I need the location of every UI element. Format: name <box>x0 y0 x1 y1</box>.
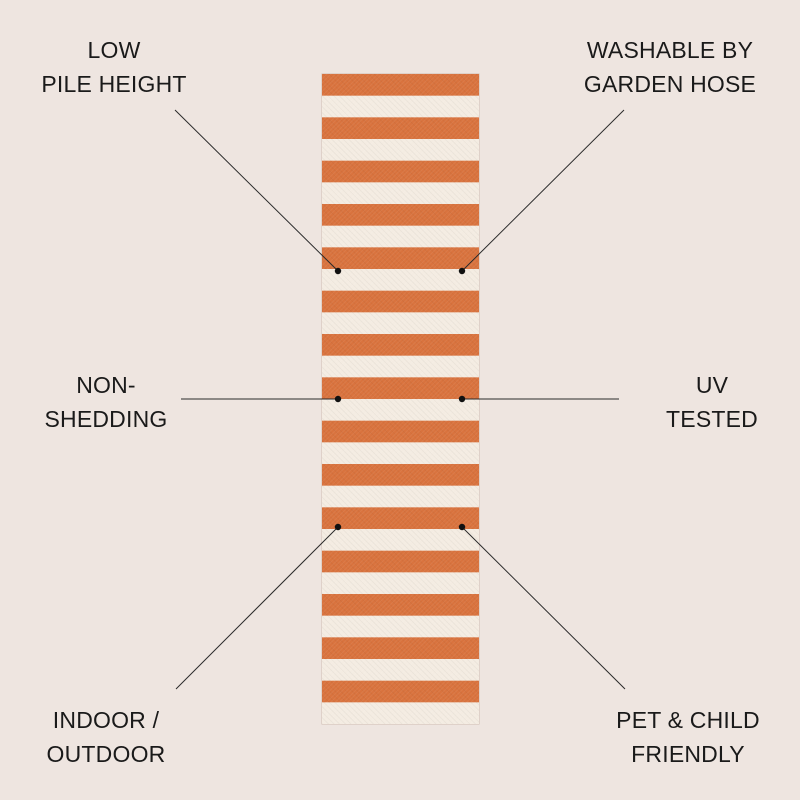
leader-line-indoor-outdoor <box>175 526 339 690</box>
rug-stripe-cream <box>322 269 479 292</box>
feature-label-line: PET & CHILD <box>616 707 760 733</box>
rug-stripe-orange <box>322 420 479 443</box>
rug-stripe-cream <box>322 485 479 508</box>
feature-label-non-shedding: NON- SHEDDING <box>38 368 174 436</box>
rug-stripe-cream <box>322 182 479 205</box>
feature-label-line: TESTED <box>666 406 758 432</box>
leader-line-washable <box>461 109 625 272</box>
rug-stripe-orange <box>322 204 479 227</box>
rug-stripe-orange <box>322 550 479 573</box>
rug-stripe-cream <box>322 95 479 118</box>
feature-label-line: SHEDDING <box>44 406 168 432</box>
rug-stripe-cream <box>322 702 479 724</box>
rug-stripe-cream <box>322 615 479 638</box>
feature-label-line: PILE HEIGHT <box>41 71 187 97</box>
feature-label-line: UV <box>695 372 729 398</box>
rug-stripe-orange <box>322 507 479 530</box>
rug-stripe-orange <box>322 594 479 617</box>
rug-stripe-orange <box>322 74 479 97</box>
leader-line-low-pile <box>174 109 339 272</box>
rug-stripe-cream <box>322 399 479 422</box>
feature-label-pet-child: PET & CHILD FRIENDLY <box>612 703 764 771</box>
rug-stripe-cream <box>322 312 479 335</box>
rug-stripe-orange <box>322 637 479 660</box>
leader-line-pet-child <box>461 526 626 690</box>
rug-stripe-cream <box>322 572 479 595</box>
rug-stripe-orange <box>322 334 479 357</box>
rug-stripe-cream <box>322 529 479 552</box>
feature-label-line: GARDEN HOSE <box>583 71 757 97</box>
feature-label-line: LOW <box>87 37 141 63</box>
rug-stripe-orange <box>322 377 479 400</box>
rug-stripe-cream <box>322 442 479 465</box>
feature-label-uv-tested: UV TESTED <box>660 368 764 436</box>
rug-stripe-orange <box>322 290 479 313</box>
feature-label-line: FRIENDLY <box>631 741 745 767</box>
rug-stripe-orange <box>322 464 479 487</box>
feature-label-line: NON- <box>76 372 136 398</box>
rug-stripe-cream <box>322 139 479 162</box>
striped-runner-rug-image <box>322 74 479 724</box>
rug-stripe-cream <box>322 225 479 248</box>
rug-stripe-orange <box>322 160 479 183</box>
feature-label-line: INDOOR / <box>52 707 160 733</box>
rug-stripe-cream <box>322 355 479 378</box>
feature-label-indoor-outdoor: INDOOR / OUTDOOR <box>38 703 174 771</box>
rug-stripe-orange <box>322 680 479 703</box>
rug-stripes <box>322 74 479 724</box>
feature-label-washable: WASHABLE BY GARDEN HOSE <box>576 33 764 101</box>
rug-stripe-orange <box>322 247 479 270</box>
feature-label-line: WASHABLE BY <box>586 37 754 63</box>
feature-label-low-pile: LOW PILE HEIGHT <box>38 33 190 101</box>
rug-stripe-orange <box>322 117 479 140</box>
feature-label-line: OUTDOOR <box>46 741 166 767</box>
rug-stripe-cream <box>322 659 479 682</box>
